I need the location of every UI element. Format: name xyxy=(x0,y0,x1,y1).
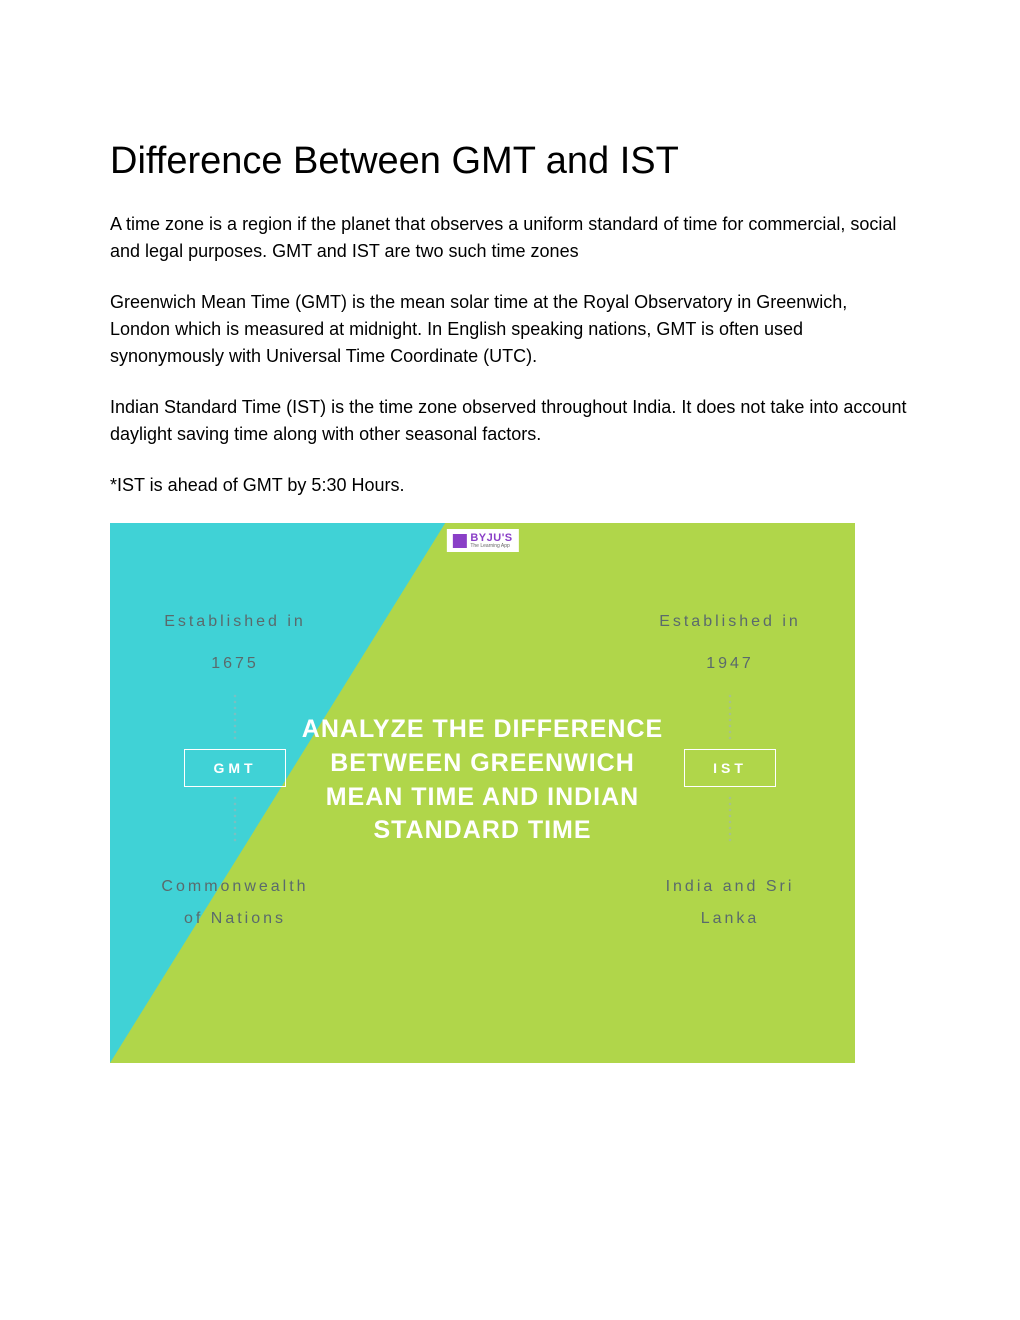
ist-established-year: 1947 xyxy=(706,655,754,673)
gmt-established-label: Established in xyxy=(164,613,306,631)
logo-subtitle: The Learning App xyxy=(470,543,512,549)
intro-paragraph-3: Indian Standard Time (IST) is the time z… xyxy=(110,394,910,448)
ist-code-box: IST xyxy=(684,749,776,787)
connector-dots-icon xyxy=(727,795,733,843)
connector-dots-icon xyxy=(232,693,238,741)
gmt-region: Commonwealth of Nations xyxy=(161,871,308,935)
logo-square-icon xyxy=(452,534,466,548)
infographic-headline: ANALYZE THE DIFFERENCE BETWEEN GREENWICH… xyxy=(298,713,668,848)
gmt-region-line1: Commonwealth xyxy=(161,871,308,903)
brand-logo: BYJU'S The Learning App xyxy=(446,529,518,552)
ist-established-label: Established in xyxy=(659,613,801,631)
page-title: Difference Between GMT and IST xyxy=(110,140,910,183)
gmt-region-line2: of Nations xyxy=(161,903,308,935)
gmt-established-year: 1675 xyxy=(211,655,259,673)
ist-region-line1: India and Sri xyxy=(666,871,795,903)
ist-region-line2: Lanka xyxy=(666,903,795,935)
intro-paragraph-4: *IST is ahead of GMT by 5:30 Hours. xyxy=(110,472,910,499)
ist-region: India and Sri Lanka xyxy=(666,871,795,935)
connector-dots-icon xyxy=(727,693,733,741)
gmt-code-box: GMT xyxy=(184,749,285,787)
intro-paragraph-2: Greenwich Mean Time (GMT) is the mean so… xyxy=(110,289,910,370)
infographic-panel: BYJU'S The Learning App Established in 1… xyxy=(110,523,855,1063)
connector-dots-icon xyxy=(232,795,238,843)
intro-paragraph-1: A time zone is a region if the planet th… xyxy=(110,211,910,265)
